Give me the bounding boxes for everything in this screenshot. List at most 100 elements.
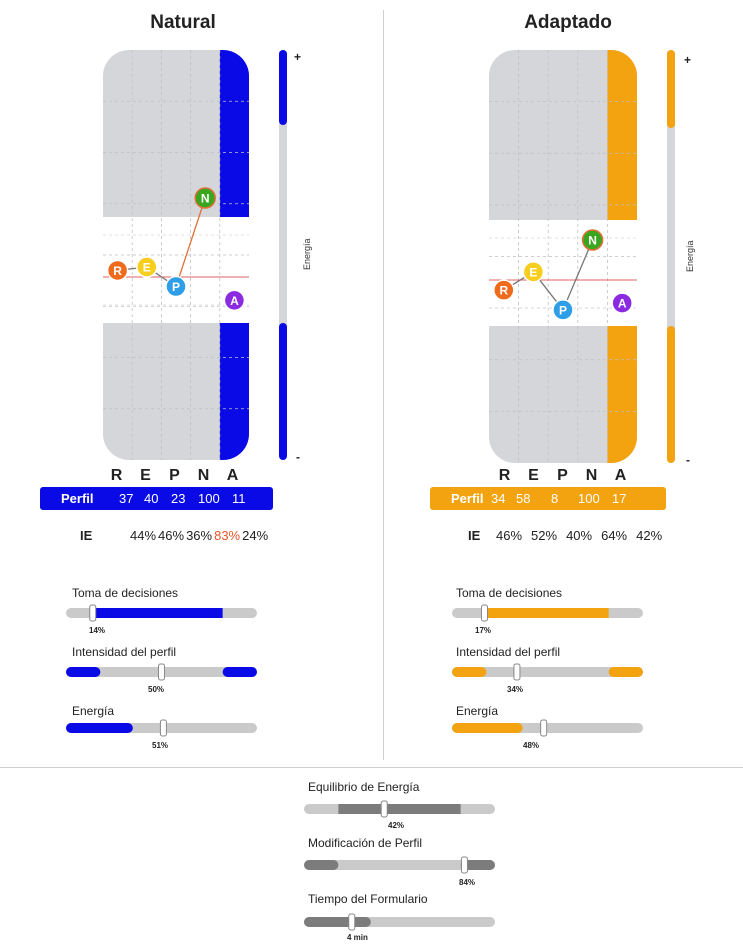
ie-value-n: 83% (214, 528, 241, 543)
bar-track (304, 860, 495, 870)
perfil-value-r: 37 (119, 491, 134, 506)
letter-n: N (197, 467, 210, 484)
perfil-label: Perfil (61, 491, 94, 506)
column-a-accent-bottom (607, 326, 637, 463)
bar-knob (158, 663, 165, 681)
summary-profile-mod-label: Modificación de Perfil (308, 836, 423, 850)
profile-line (562, 239, 594, 311)
node-r (493, 279, 515, 301)
node-a (223, 289, 246, 312)
natural-energy-pct: 51% (152, 741, 169, 750)
bar-knob (480, 604, 488, 622)
adaptado-letter-row: R E P N A (490, 467, 635, 485)
column-a-accent-bottom (219, 323, 249, 460)
adaptado-intensity-label: Intensidad del perfil (456, 645, 561, 659)
ie-value-r: 44% (130, 528, 157, 543)
natural-letter-row: R E P N A (102, 467, 247, 485)
node-n (194, 187, 216, 209)
natural-decisions-pct: 14% (89, 626, 106, 635)
bar-fill (608, 667, 643, 677)
metric-bar (452, 719, 643, 737)
node-p (552, 299, 574, 321)
ie-value-p: 36% (186, 528, 213, 543)
node-e (522, 261, 545, 283)
natural-minus-sign: - (296, 450, 300, 464)
ie-label: IE (80, 528, 93, 543)
summary-energy-balance-pct: 42% (388, 821, 405, 830)
bar-knob (159, 719, 167, 737)
metric-bar (304, 913, 495, 931)
letter-r: R (498, 467, 511, 484)
node-label-a: A (618, 297, 627, 311)
node-a (611, 292, 633, 314)
adaptado-decisions-label: Toma de decisiones (456, 586, 563, 600)
column-a-accent-top (219, 50, 249, 217)
ie-value-e: 46% (158, 528, 185, 543)
node-label-p: P (172, 280, 180, 294)
node-n (581, 229, 604, 251)
adaptado-metric-bars (452, 604, 643, 737)
bar-fill (304, 860, 339, 870)
bar-knob (460, 856, 468, 874)
metric-bar (66, 604, 257, 622)
profile-line (175, 197, 206, 287)
perfil-value-n: 100 (198, 491, 220, 506)
metric-bar (452, 663, 643, 681)
ie-value-a: 24% (242, 528, 269, 543)
energy-scale-top (667, 50, 675, 128)
letter-r: R (110, 467, 123, 484)
letter-p: P (169, 467, 180, 484)
perfil-value-p: 8 (551, 491, 559, 506)
perfil-value-r: 34 (491, 491, 506, 506)
natural-metric-bars (66, 604, 257, 737)
energy-scale-bottom (279, 323, 287, 460)
node-label-n: N (201, 192, 210, 206)
bar-fill (66, 723, 133, 733)
bar-knob (348, 913, 356, 931)
column-a-accent-top (607, 50, 637, 220)
ie-value-p: 40% (566, 528, 593, 543)
summary-energy-balance-label: Equilibrio de Energía (308, 780, 420, 794)
perfil-value-a: 17 (612, 491, 627, 506)
letter-a: A (614, 467, 627, 484)
natural-energy-label: Energía (72, 704, 115, 718)
natural-energy-axis-label: Energía (302, 238, 312, 270)
adaptado-energy-axis-label: Energía (685, 240, 695, 272)
node-label-p: P (559, 303, 567, 317)
adaptado-energy-label: Energía (456, 704, 499, 718)
adaptado-decisions-pct: 17% (475, 626, 492, 635)
adaptado-energy-pct: 48% (523, 741, 540, 750)
adaptado-chart: R E P N A (489, 50, 675, 463)
letter-a: A (226, 467, 239, 484)
perfil-value-n: 100 (578, 491, 600, 506)
energy-scale-top (279, 50, 287, 125)
node-e (136, 256, 158, 278)
adaptado-intensity-pct: 34% (507, 685, 524, 694)
natural-chart: R E P N A (103, 50, 287, 460)
natural-title: Natural (150, 12, 216, 33)
ie-value-r: 46% (496, 528, 523, 543)
adaptado-ie-row: IE 46% 52% 40% 64% 42% (468, 528, 664, 543)
node-label-e: E (143, 261, 151, 275)
node-label-e: E (529, 265, 537, 279)
perfil-value-e: 40 (144, 491, 159, 506)
metric-bar (452, 604, 643, 622)
node-r (106, 259, 129, 282)
perfil-value-e: 58 (516, 491, 531, 506)
summary-form-time-label: Tiempo del Formulario (308, 892, 428, 906)
summary-form-time-pct: 4 min (347, 933, 368, 942)
letter-e: E (140, 467, 151, 484)
node-label-n: N (588, 234, 597, 248)
bar-fill (222, 667, 257, 677)
ie-label: IE (468, 528, 481, 543)
horizontal-divider (0, 767, 743, 768)
bar-fill (338, 804, 461, 814)
ie-value-n: 64% (601, 528, 628, 543)
bar-knob (540, 719, 548, 737)
natural-perfil-bar: Perfil 37 40 23 100 11 (40, 487, 273, 510)
metric-bar (66, 719, 257, 737)
natural-intensity-label: Intensidad del perfil (72, 645, 177, 659)
bar-fill (304, 917, 371, 927)
bar-knob (380, 800, 388, 818)
